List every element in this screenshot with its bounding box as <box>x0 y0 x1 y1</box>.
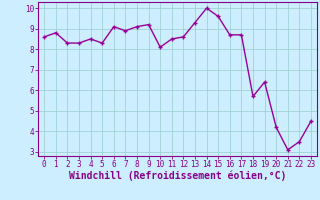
X-axis label: Windchill (Refroidissement éolien,°C): Windchill (Refroidissement éolien,°C) <box>69 171 286 181</box>
